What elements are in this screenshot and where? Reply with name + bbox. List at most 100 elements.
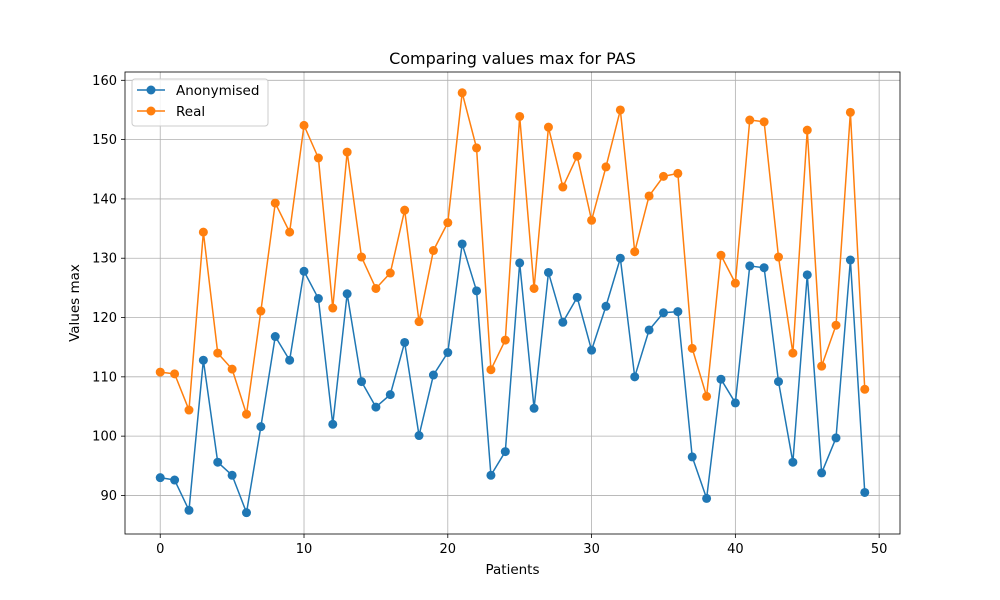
data-point-anonymised — [759, 263, 769, 273]
data-point-anonymised — [587, 345, 597, 355]
legend: Anonymised Real — [131, 78, 269, 127]
data-point-anonymised — [702, 493, 712, 503]
data-point-anonymised — [845, 255, 855, 265]
y-tick-label: 160 — [92, 74, 117, 89]
data-point-anonymised — [486, 470, 496, 480]
data-point-anonymised — [357, 377, 367, 387]
axis-ticks: 0 10 20 30 40 50 90 100 110 120 130 140 150 160 — [92, 74, 887, 557]
legend-marker-real — [146, 106, 156, 116]
data-point-real — [371, 283, 381, 293]
data-point-real — [500, 335, 510, 345]
data-point-anonymised — [342, 289, 352, 299]
data-point-anonymised — [774, 377, 784, 387]
data-point-anonymised — [572, 292, 582, 302]
data-point-real — [716, 250, 726, 260]
x-axis-label: Patients — [485, 562, 539, 578]
data-point-real — [673, 168, 683, 178]
data-point-real — [658, 171, 668, 181]
x-tick-label: 20 — [440, 542, 457, 557]
data-point-anonymised — [558, 317, 568, 327]
y-axis-label: Values max — [67, 264, 83, 342]
data-point-anonymised — [644, 325, 654, 335]
data-point-anonymised — [457, 239, 467, 249]
x-tick-label: 40 — [727, 542, 744, 557]
data-point-real — [443, 218, 453, 228]
data-point-anonymised — [155, 473, 165, 483]
data-point-real — [357, 252, 367, 262]
data-point-anonymised — [428, 370, 438, 380]
series-real — [155, 88, 870, 419]
data-point-anonymised — [673, 307, 683, 317]
data-point-anonymised — [241, 508, 251, 518]
data-point-real — [615, 105, 625, 115]
series-anonymised — [155, 239, 870, 518]
data-point-anonymised — [400, 337, 410, 347]
data-point-anonymised — [371, 402, 381, 412]
data-point-real — [817, 361, 827, 371]
data-point-real — [285, 227, 295, 237]
data-point-anonymised — [328, 419, 338, 429]
data-point-real — [745, 115, 755, 125]
data-point-real — [328, 303, 338, 313]
legend-label-real: Real — [176, 104, 205, 120]
data-point-anonymised — [687, 452, 697, 462]
series-layer — [155, 88, 870, 518]
data-point-real — [529, 283, 539, 293]
data-point-anonymised — [601, 301, 611, 311]
data-point-real — [457, 88, 467, 98]
data-point-anonymised — [630, 372, 640, 382]
data-point-real — [515, 111, 525, 121]
data-point-anonymised — [817, 468, 827, 478]
data-point-real — [486, 365, 496, 375]
data-point-anonymised — [170, 475, 180, 485]
data-point-real — [730, 278, 740, 288]
data-point-real — [687, 343, 697, 353]
chart-title: Comparing values max for PAS — [389, 49, 636, 68]
data-point-real — [414, 317, 424, 327]
data-point-anonymised — [788, 457, 798, 467]
data-point-real — [241, 409, 251, 419]
y-tick-label: 150 — [92, 133, 117, 148]
data-point-anonymised — [285, 355, 295, 365]
data-point-anonymised — [313, 294, 323, 304]
data-point-anonymised — [198, 355, 208, 365]
data-point-anonymised — [385, 390, 395, 400]
data-point-anonymised — [529, 403, 539, 413]
data-point-real — [184, 405, 194, 415]
x-tick-label: 30 — [583, 542, 600, 557]
data-point-real — [313, 153, 323, 163]
data-point-real — [227, 364, 237, 374]
data-point-real — [256, 306, 266, 316]
data-point-real — [831, 320, 841, 330]
data-point-real — [630, 247, 640, 257]
data-point-real — [702, 391, 712, 401]
data-point-anonymised — [443, 348, 453, 358]
data-point-real — [342, 147, 352, 157]
legend-box — [131, 78, 269, 127]
data-point-anonymised — [831, 433, 841, 443]
x-tick-label: 10 — [296, 542, 313, 557]
y-tick-label: 130 — [92, 252, 117, 267]
data-point-real — [213, 348, 223, 358]
data-point-real — [198, 227, 208, 237]
data-point-real — [472, 143, 482, 153]
legend-label-anonymised: Anonymised — [176, 83, 259, 99]
data-point-anonymised — [299, 266, 309, 276]
y-tick-label: 110 — [92, 370, 117, 385]
data-point-anonymised — [227, 470, 237, 480]
data-point-real — [774, 252, 784, 262]
data-point-anonymised — [730, 398, 740, 408]
data-point-anonymised — [472, 286, 482, 296]
data-point-real — [587, 215, 597, 225]
plot-frame — [124, 71, 901, 535]
data-point-real — [170, 369, 180, 379]
data-point-real — [788, 348, 798, 358]
data-point-anonymised — [716, 374, 726, 384]
data-point-anonymised — [802, 270, 812, 280]
data-point-anonymised — [658, 308, 668, 318]
data-point-anonymised — [543, 267, 553, 277]
y-tick-label: 120 — [92, 311, 117, 326]
data-point-real — [270, 198, 280, 208]
